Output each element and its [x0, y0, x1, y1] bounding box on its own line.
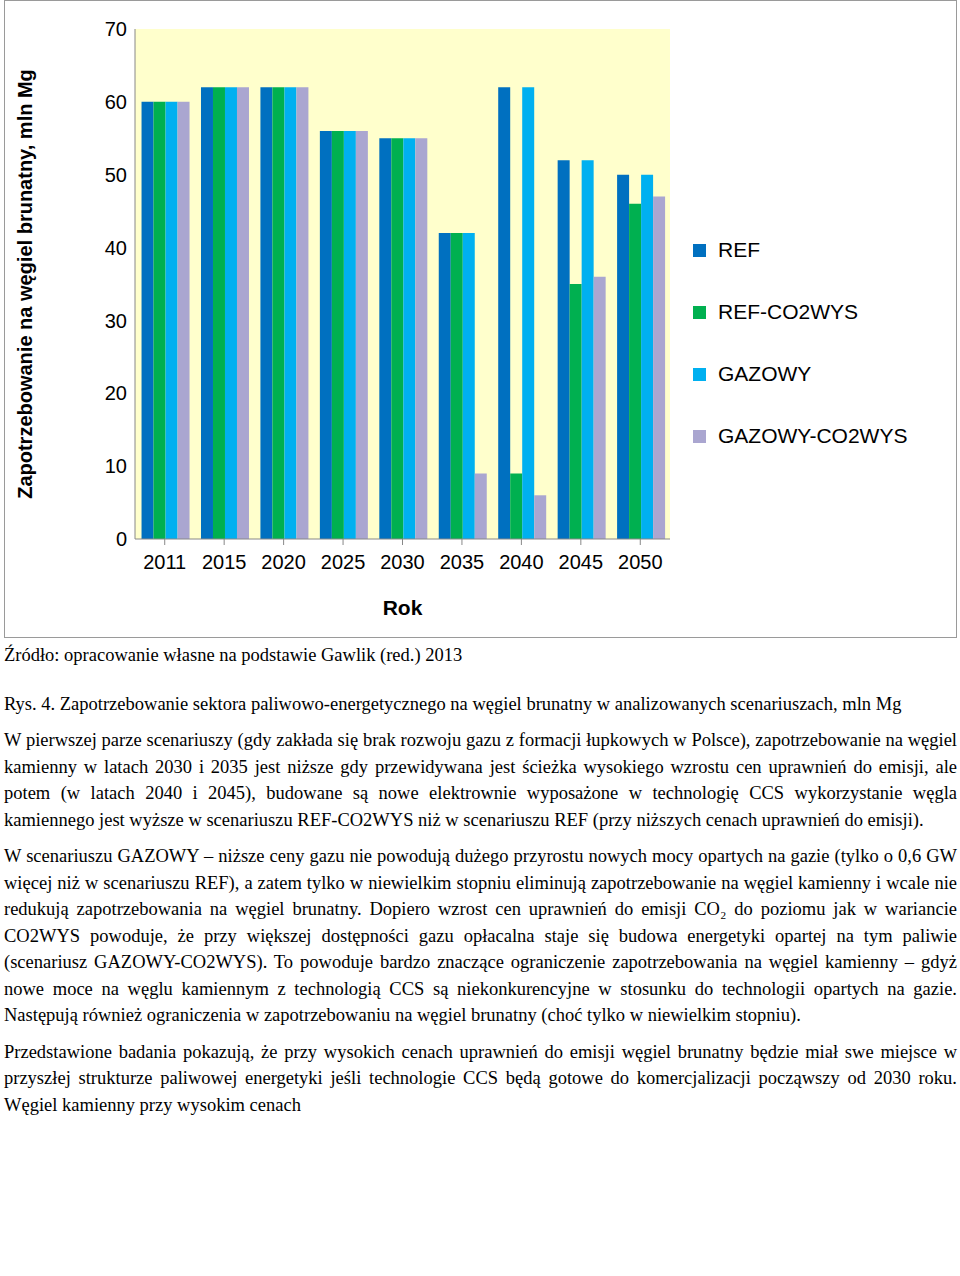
html-text:Źródło: opracowanie własne na: Źródło: opracowanie własne na podstawie …: [4, 645, 463, 665]
svg-text:2050: 2050: [618, 551, 663, 573]
svg-text:60: 60: [105, 91, 127, 113]
svg-text:30: 30: [105, 310, 127, 332]
svg-text:10: 10: [105, 455, 127, 477]
html-text:Przedstawione badania pokazują: Przedstawione badania pokazują, że przy …: [4, 1041, 957, 1115]
svg-text:70: 70: [105, 18, 127, 40]
html-text:Rys. 4. Zapotrzebowanie sektor: Rys. 4. Zapotrzebowanie sektora paliwowo…: [4, 693, 902, 714]
svg-text:2015: 2015: [202, 551, 247, 573]
svg-text:2025: 2025: [321, 551, 366, 573]
svg-text:2040: 2040: [499, 551, 544, 573]
html-text:W scenariuszu GAZOWY – niższe: W scenariuszu GAZOWY – niższe ceny gazu …: [4, 846, 957, 1025]
svg-text:2020: 2020: [261, 551, 306, 573]
svg-text:50: 50: [105, 164, 127, 186]
html-text:W pierwszej parze scenariuszy: W pierwszej parze scenariuszy (gdy zakła…: [4, 730, 957, 830]
svg-text:Zapotrzebowanie na węgiel brun: Zapotrzebowanie na węgiel brunatny, mln …: [14, 69, 36, 499]
html-text:REF-CO2WYS: REF-CO2WYS: [718, 300, 858, 323]
svg-text:2045: 2045: [559, 551, 604, 573]
html-text:GAZOWY: GAZOWY: [718, 362, 812, 385]
svg-text:Rok: Rok: [383, 596, 423, 619]
svg-text:0: 0: [116, 528, 127, 550]
html-text:GAZOWY-CO2WYS: GAZOWY-CO2WYS: [718, 424, 908, 447]
svg-text:20: 20: [105, 382, 127, 404]
html-text:REF: REF: [718, 238, 760, 261]
svg-text:2011: 2011: [143, 551, 186, 573]
svg-text:2030: 2030: [380, 551, 425, 573]
svg-text:2035: 2035: [440, 551, 485, 573]
svg-text:40: 40: [105, 237, 127, 259]
